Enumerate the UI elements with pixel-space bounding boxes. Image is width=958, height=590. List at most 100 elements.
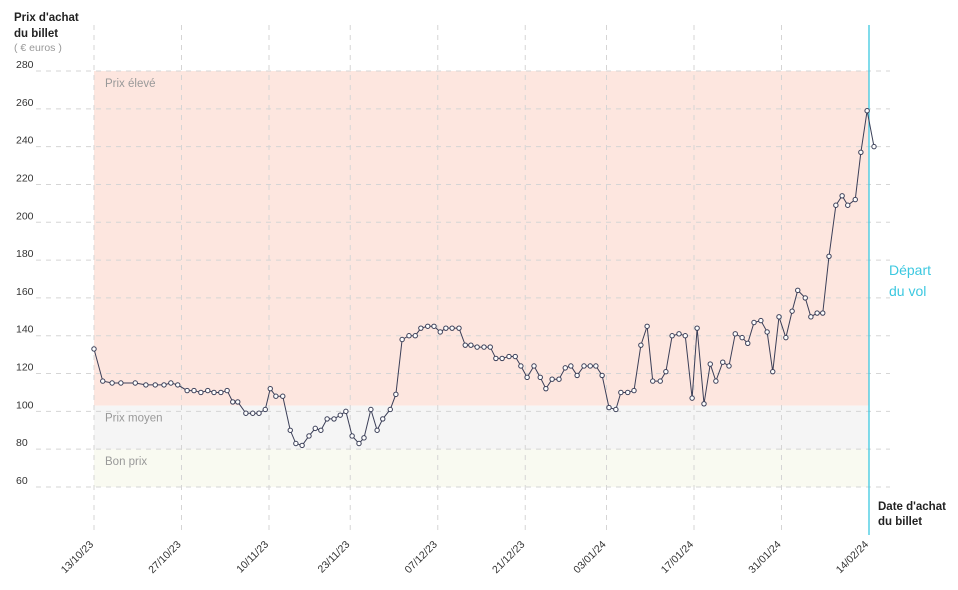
y-tick-label: 160 xyxy=(16,286,34,298)
zone xyxy=(94,71,869,406)
x-tick-label: 03/01/24 xyxy=(571,539,608,576)
price-point xyxy=(356,440,362,447)
price-point xyxy=(161,382,167,388)
x-tick-label: 23/11/23 xyxy=(316,539,353,576)
price-point xyxy=(243,410,249,416)
y-unit: ( € euros ) xyxy=(14,42,62,54)
price-point xyxy=(694,325,700,331)
price-point xyxy=(669,333,675,339)
y-tick-label: 80 xyxy=(16,437,28,449)
price-point xyxy=(858,149,864,156)
price-point xyxy=(789,308,795,314)
price-point xyxy=(368,406,374,413)
price-point xyxy=(250,410,256,416)
price-point xyxy=(230,399,236,405)
x-tick-label: 17/01/24 xyxy=(659,539,696,576)
price-point xyxy=(776,314,782,320)
price-point xyxy=(443,325,449,331)
price-point xyxy=(361,435,367,441)
price-point xyxy=(474,344,480,350)
price-point xyxy=(650,378,656,384)
zone-label: Prix moyen xyxy=(105,413,163,425)
price-point xyxy=(631,387,637,394)
y-tick-label: 120 xyxy=(16,362,34,374)
price-point xyxy=(808,314,814,320)
zone xyxy=(94,405,869,450)
x-title: du billet xyxy=(878,516,922,528)
price-point xyxy=(839,193,845,199)
price-point xyxy=(462,342,468,348)
price-point xyxy=(689,395,695,401)
y-tick-label: 100 xyxy=(16,399,34,411)
price-point xyxy=(493,355,499,362)
price-point xyxy=(663,368,669,375)
price-point xyxy=(487,344,493,350)
price-point xyxy=(118,380,124,386)
price-point xyxy=(168,380,174,386)
price-point xyxy=(599,372,605,379)
price-point xyxy=(175,382,181,388)
price-point xyxy=(235,399,241,405)
price-point xyxy=(537,374,543,381)
price-point xyxy=(845,202,851,208)
zone xyxy=(94,449,869,487)
price-point xyxy=(318,427,324,433)
price-point xyxy=(820,310,826,316)
price-point xyxy=(273,393,279,399)
price-point xyxy=(262,406,268,413)
y-tick-label: 140 xyxy=(16,324,34,336)
price-point xyxy=(456,325,462,331)
price-point xyxy=(499,355,505,362)
x-tick-label: 31/01/24 xyxy=(746,539,783,576)
price-point xyxy=(783,334,789,341)
price-point xyxy=(306,433,312,439)
price-point xyxy=(299,442,305,449)
price-point xyxy=(644,323,650,329)
price-point xyxy=(481,344,487,350)
y-tick-label: 260 xyxy=(16,97,34,109)
price-point xyxy=(184,387,190,394)
price-point xyxy=(814,310,820,316)
price-point xyxy=(205,387,211,394)
price-point xyxy=(468,342,474,348)
departure-label: du vol xyxy=(889,283,926,299)
price-point xyxy=(574,372,580,379)
x-tick-label: 07/12/23 xyxy=(402,539,439,576)
price-point xyxy=(506,353,512,360)
departure-label: Départ xyxy=(889,262,931,278)
price-point xyxy=(437,329,443,335)
price-point xyxy=(218,389,224,396)
price-point xyxy=(324,416,330,422)
price-point xyxy=(676,331,682,337)
y-tick-label: 280 xyxy=(16,59,34,71)
price-point xyxy=(337,412,343,418)
price-point xyxy=(758,317,764,324)
price-point xyxy=(593,363,599,369)
price-point xyxy=(406,333,412,339)
price-point xyxy=(739,334,745,341)
x-tick-label: 14/02/24 xyxy=(834,539,871,576)
price-point xyxy=(833,202,839,208)
price-point xyxy=(224,387,230,394)
price-point xyxy=(745,340,751,346)
price-point xyxy=(524,374,530,381)
price-point xyxy=(638,342,644,348)
price-point xyxy=(412,333,418,339)
price-point xyxy=(864,108,870,114)
price-point xyxy=(543,385,549,392)
data xyxy=(91,108,877,449)
price-point xyxy=(418,325,424,331)
price-point xyxy=(267,385,273,392)
x-tick-label: 13/10/23 xyxy=(59,539,96,576)
y-tick-label: 220 xyxy=(16,172,34,184)
y-title: du billet xyxy=(14,28,58,40)
price-point xyxy=(293,440,299,447)
price-point xyxy=(549,376,555,382)
price-point xyxy=(795,287,801,294)
price-point xyxy=(512,353,518,360)
price-point xyxy=(682,333,688,339)
x-title: Date d'achat xyxy=(878,501,946,513)
y-tick-label: 240 xyxy=(16,135,34,147)
y-tick-label: 180 xyxy=(16,248,34,260)
zone-label: Bon prix xyxy=(105,456,147,468)
